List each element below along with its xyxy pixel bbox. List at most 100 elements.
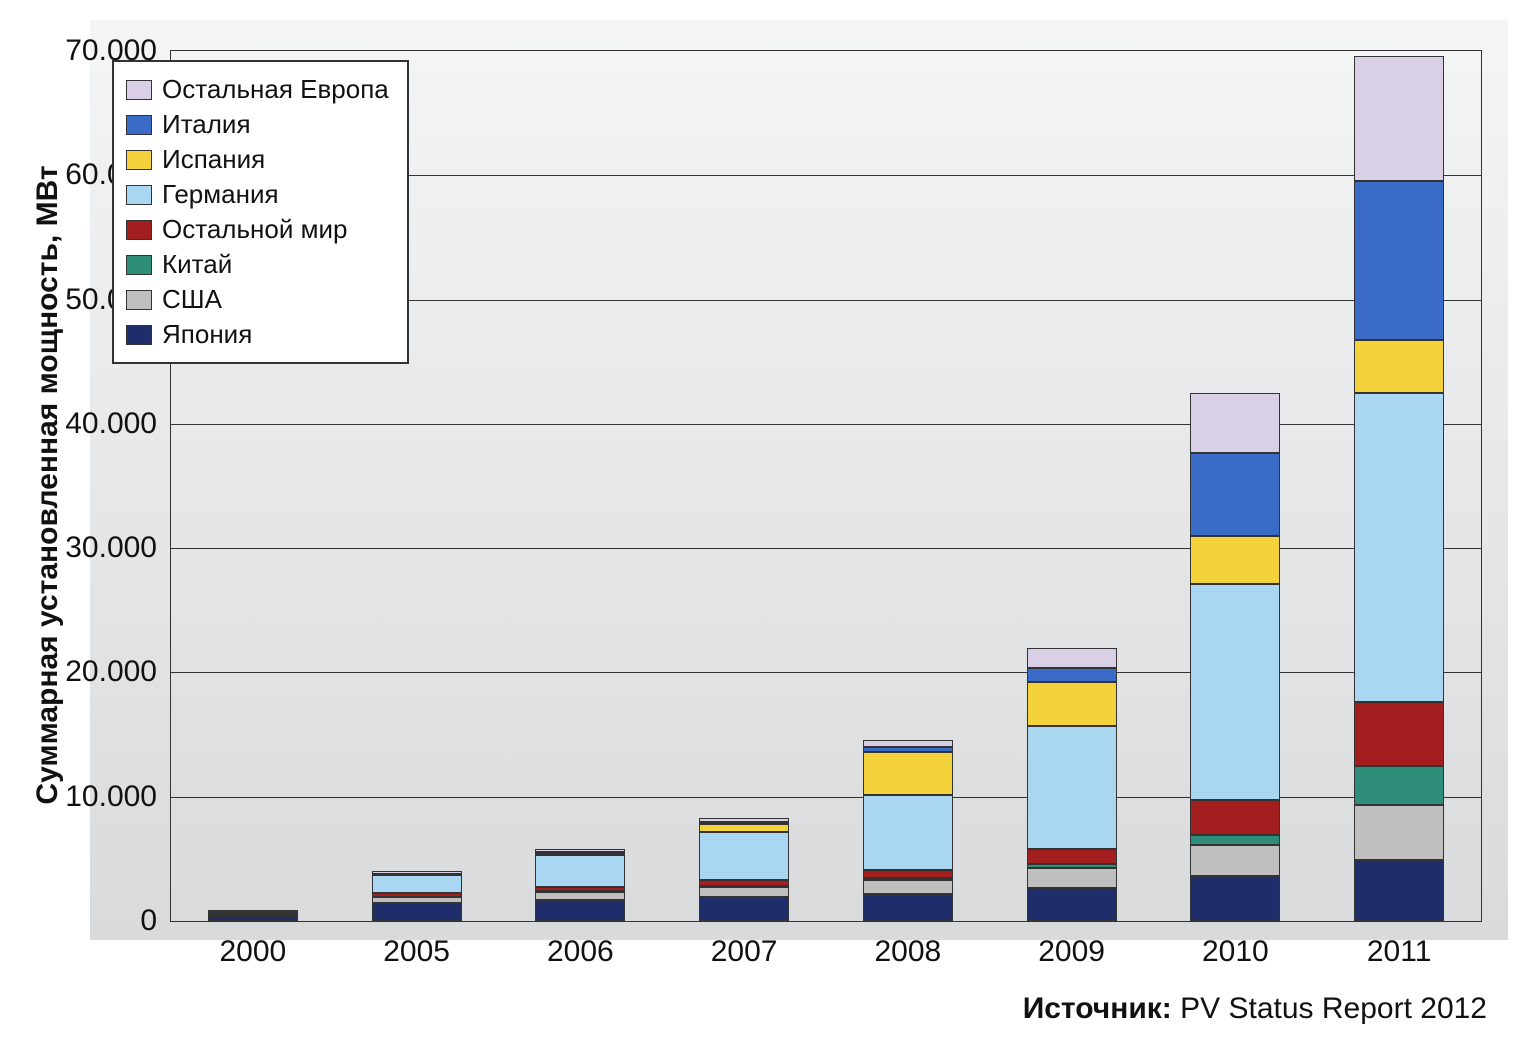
bar-2009	[1027, 51, 1117, 921]
bar-seg-china	[863, 878, 953, 880]
chart-container: Суммарная установленная мощность, МВт 0 1…	[0, 0, 1515, 1038]
bar-seg-spain	[699, 824, 789, 833]
legend-label: Германия	[162, 179, 279, 210]
legend: Остальная Европа Италия Испания Германия Ост…	[112, 60, 409, 364]
ytick-label: 20.000	[65, 655, 171, 689]
source-text: PV Status Report 2012	[1180, 992, 1487, 1025]
legend-label: Остальная Европа	[162, 74, 389, 105]
bar-seg-spain	[1190, 536, 1280, 584]
legend-item-germany: Германия	[126, 179, 389, 210]
bar-2007	[699, 51, 789, 921]
bar-seg-italy	[1027, 668, 1117, 683]
legend-swatch	[126, 80, 152, 100]
bar-seg-italy	[1354, 181, 1444, 340]
bar-2008	[863, 51, 953, 921]
gridline	[171, 797, 1481, 798]
bar-seg-china	[1190, 835, 1280, 845]
bar-seg-rest_europe	[863, 740, 953, 747]
bar-seg-rest_europe	[208, 910, 298, 912]
bar-seg-japan	[535, 900, 625, 921]
gridline	[171, 424, 1481, 425]
legend-item-china: Китай	[126, 249, 389, 280]
bar-seg-rest_world	[1354, 702, 1444, 767]
xtick-label: 2009	[1038, 921, 1105, 969]
ytick-label: 30.000	[65, 531, 171, 565]
bar-seg-usa	[208, 915, 298, 917]
bar-seg-usa	[372, 897, 462, 903]
xtick-label: 2005	[383, 921, 450, 969]
bar-seg-rest_world	[1027, 849, 1117, 863]
legend-label: Япония	[162, 319, 252, 350]
legend-swatch	[126, 115, 152, 135]
bar-seg-usa	[863, 880, 953, 895]
bar-seg-japan	[863, 894, 953, 921]
bar-seg-rest_europe	[1190, 393, 1280, 453]
bar-seg-usa	[535, 892, 625, 900]
bar-seg-rest_world	[699, 880, 789, 886]
legend-swatch	[126, 185, 152, 205]
bar-seg-rest_world	[863, 870, 953, 878]
bar-seg-japan	[372, 903, 462, 921]
bar-seg-germany	[535, 855, 625, 887]
bar-seg-rest_europe	[1354, 56, 1444, 181]
bar-seg-germany	[1354, 393, 1444, 702]
bar-seg-usa	[1027, 868, 1117, 888]
bar-2011	[1354, 51, 1444, 921]
xtick-label: 2000	[220, 921, 287, 969]
bar-seg-rest_world	[372, 893, 462, 897]
bar-seg-rest_europe	[372, 871, 462, 873]
legend-swatch	[126, 150, 152, 170]
legend-item-rest_world: Остальной мир	[126, 214, 389, 245]
xtick-label: 2011	[1367, 921, 1432, 969]
bar-seg-usa	[1190, 845, 1280, 876]
bar-seg-germany	[372, 875, 462, 893]
bar-seg-rest_world	[208, 913, 298, 915]
bar-2010	[1190, 51, 1280, 921]
legend-label: Китай	[162, 249, 232, 280]
legend-label: Остальной мир	[162, 214, 347, 245]
bar-2006	[535, 51, 625, 921]
bar-seg-japan	[1027, 888, 1117, 921]
legend-item-japan: Япония	[126, 319, 389, 350]
legend-label: Испания	[162, 144, 265, 175]
bar-seg-rest_world	[535, 887, 625, 891]
bar-seg-china	[1027, 864, 1117, 869]
bar-seg-usa	[699, 887, 789, 897]
ytick-label: 40.000	[65, 407, 171, 441]
bar-seg-rest_europe	[535, 849, 625, 852]
bar-seg-japan	[1190, 876, 1280, 921]
bar-seg-spain	[1027, 682, 1117, 726]
bar-seg-china	[1354, 766, 1444, 805]
bar-seg-rest_europe	[1027, 648, 1117, 668]
ytick-label: 0	[140, 904, 171, 938]
legend-item-usa: США	[126, 284, 389, 315]
bar-seg-italy	[863, 747, 953, 753]
bar-seg-japan	[1354, 860, 1444, 921]
bar-seg-germany	[699, 832, 789, 880]
legend-swatch	[126, 220, 152, 240]
legend-item-rest_europe: Остальная Европа	[126, 74, 389, 105]
ytick-label: 10.000	[65, 780, 171, 814]
legend-swatch	[126, 325, 152, 345]
bar-seg-japan	[208, 917, 298, 921]
source-line: Источник: PV Status Report 2012	[1023, 992, 1487, 1026]
gridline	[171, 672, 1481, 673]
legend-item-spain: Испания	[126, 144, 389, 175]
xtick-label: 2008	[875, 921, 942, 969]
y-axis-label: Суммарная установленная мощность, МВт	[31, 165, 65, 804]
legend-item-italy: Италия	[126, 109, 389, 140]
bar-seg-germany	[1027, 726, 1117, 849]
legend-label: США	[162, 284, 222, 315]
legend-swatch	[126, 290, 152, 310]
source-label: Источник:	[1023, 992, 1172, 1025]
gridline	[171, 548, 1481, 549]
bar-seg-germany	[1190, 584, 1280, 800]
legend-label: Италия	[162, 109, 251, 140]
bar-seg-italy	[1190, 453, 1280, 536]
bar-seg-japan	[699, 897, 789, 921]
xtick-label: 2007	[711, 921, 778, 969]
legend-swatch	[126, 255, 152, 275]
xtick-label: 2010	[1202, 921, 1269, 969]
bar-seg-rest_world	[1190, 800, 1280, 835]
bar-seg-spain	[1354, 340, 1444, 393]
